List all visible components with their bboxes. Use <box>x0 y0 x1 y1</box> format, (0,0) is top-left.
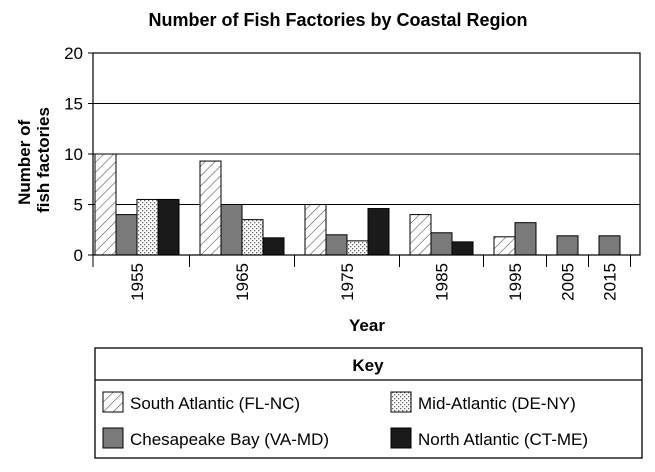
legend-label: Chesapeake Bay (VA-MD) <box>130 430 329 449</box>
bar-mid-atlantic-1955 <box>136 198 159 256</box>
x-tick-label: 1985 <box>433 263 452 301</box>
bar-south-1955 <box>94 153 117 256</box>
legend-swatch <box>390 391 412 413</box>
bar-chesapeake-2015 <box>598 235 621 256</box>
x-axis-label: Year <box>349 316 385 335</box>
legend-swatch <box>102 427 124 449</box>
bar-mid-atlantic-1965 <box>241 219 264 256</box>
bar-north-1965 <box>262 237 285 256</box>
y-tick-label: 10 <box>64 145 83 164</box>
y-tick-label: 15 <box>64 95 83 114</box>
axes: 0 5 10 15 20 1955 1965 1975 1985 1995 2005 2015 <box>64 44 641 301</box>
x-tick-label: 2005 <box>559 263 578 301</box>
bar-north-1975 <box>367 208 390 256</box>
plot-frame <box>92 52 641 256</box>
legend-swatch <box>390 427 412 449</box>
bar-north-1985 <box>451 241 474 256</box>
bar-mid-atlantic-1975 <box>346 240 369 256</box>
gridlines <box>93 52 640 256</box>
bar-chesapeake-1985 <box>430 232 453 256</box>
legend-label: Mid-Atlantic (DE-NY) <box>418 394 576 413</box>
y-axis-label-line-2: fish factories <box>34 107 53 213</box>
bar-chesapeake-1965 <box>220 204 243 256</box>
bar-chesapeake-1975 <box>325 234 348 256</box>
y-axis-label: Number of fish factories <box>15 107 53 213</box>
chart-title: Number of Fish Factories by Coastal Regi… <box>148 10 527 30</box>
bar-south-1965 <box>199 160 222 256</box>
bar-north-1955 <box>157 198 180 256</box>
x-tick-label: 2015 <box>601 263 620 301</box>
legend-box <box>94 347 643 459</box>
bar-chesapeake-1995 <box>514 222 537 256</box>
legend-label: North Atlantic (CT-ME) <box>418 430 588 449</box>
x-tick-label: 1995 <box>506 263 525 301</box>
y-tick-label: 0 <box>74 246 83 265</box>
bar-south-1975 <box>304 204 327 256</box>
x-tick-label: 1975 <box>338 263 357 301</box>
y-tick-label: 20 <box>64 44 83 63</box>
bar-south-1995 <box>493 236 516 256</box>
y-tick-label: 5 <box>74 196 83 215</box>
legend-label: South Atlantic (FL-NC) <box>130 394 300 413</box>
x-tick-label: 1965 <box>233 263 252 301</box>
bar-chesapeake-2005 <box>556 235 579 256</box>
legend-swatch <box>102 391 124 413</box>
bar-chesapeake-1955 <box>115 214 138 256</box>
legend-title: Key <box>352 356 384 375</box>
y-axis-label-line-1: Number of <box>15 120 34 205</box>
bar-south-1985 <box>409 214 432 256</box>
legend: Key South Atlantic (FL-NC) Mid-Atlantic (… <box>94 347 643 459</box>
x-tick-label: 1955 <box>128 263 147 301</box>
